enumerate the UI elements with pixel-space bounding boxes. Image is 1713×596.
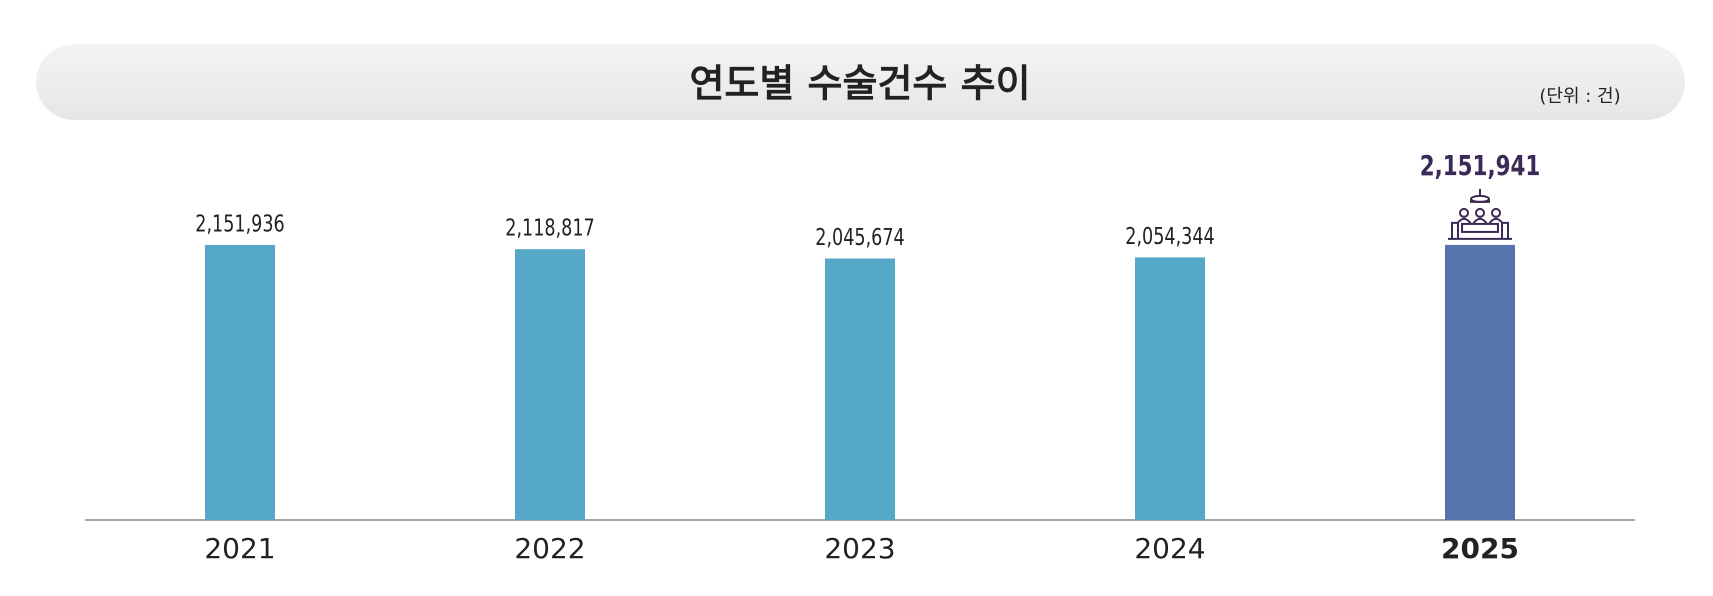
- unit-note: (단위 : 건): [1539, 86, 1620, 107]
- icon-part: [1472, 217, 1488, 225]
- chart-title: 연도별 수술건수 추이: [689, 62, 1030, 106]
- x-tick-label: 2024: [1134, 532, 1205, 565]
- x-tick-label: 2022: [514, 532, 585, 565]
- value-label: 2,151,941: [1420, 150, 1540, 182]
- value-label: 2,045,674: [815, 225, 904, 252]
- icon-part: [1475, 207, 1485, 218]
- x-tick-label: 2023: [824, 532, 895, 565]
- surgery-icon: [1448, 188, 1512, 240]
- bar: [1445, 244, 1515, 521]
- icon-part: [1470, 198, 1490, 203]
- bar: [1135, 257, 1205, 520]
- bar: [825, 258, 895, 520]
- x-tick-label: 2021: [204, 532, 275, 565]
- value-label: 2,151,936: [195, 211, 284, 238]
- bar: [205, 244, 275, 520]
- x-tick-label: 2025: [1441, 532, 1519, 565]
- icon-part: [1459, 207, 1469, 218]
- title-banner: [36, 44, 1685, 120]
- icon-part: [1461, 222, 1499, 233]
- value-label: 2,118,817: [505, 215, 594, 242]
- value-label: 2,054,344: [1125, 223, 1214, 250]
- icon-part: [1491, 207, 1501, 218]
- icon-part: [1448, 221, 1512, 240]
- bar: [515, 249, 585, 520]
